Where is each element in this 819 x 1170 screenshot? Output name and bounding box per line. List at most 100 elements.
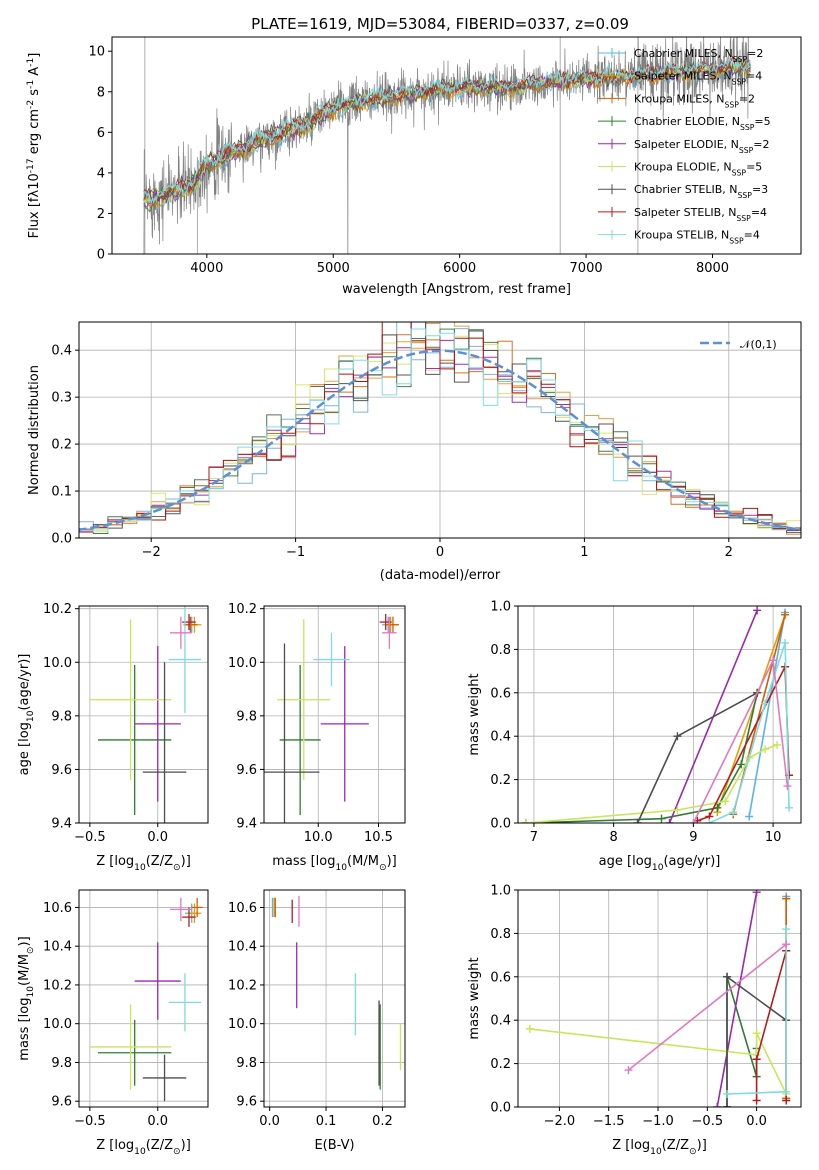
histogram-step-line	[79, 328, 801, 537]
y-tick-label: 10.2	[43, 602, 72, 617]
y-tick-label: 9.6	[51, 1095, 72, 1110]
legend: Chabrier MILES, NSSP=2 Salpeter MILES, NS…	[598, 47, 771, 245]
y-axis-label: age [log10(age/yr)]	[17, 654, 36, 776]
series-line	[716, 892, 758, 1107]
y-axis-label: mass [log10(M/M⊙)]	[17, 936, 36, 1060]
axes-frame	[517, 889, 802, 1108]
series-marker	[624, 1066, 633, 1075]
x-tick-label: 5000	[317, 261, 350, 276]
x-axis-label: mass [log10(M/M⊙)]	[272, 854, 396, 873]
model-spectrum-line	[143, 56, 751, 205]
y-tick-label: 0.0	[51, 532, 72, 547]
series-marker	[723, 1103, 732, 1107]
axes-frame	[263, 889, 406, 1108]
y-tick-label: 0.2	[490, 1057, 511, 1072]
x-tick-label: 9	[689, 830, 697, 845]
axes-frame	[517, 605, 802, 824]
series-marker	[752, 1055, 761, 1064]
series-marker	[773, 740, 782, 749]
y-tick-label: 9.6	[51, 763, 72, 778]
series-marker	[723, 972, 732, 981]
axes-frame	[263, 605, 406, 824]
series-line	[755, 950, 787, 1101]
series-marker	[753, 606, 762, 615]
legend-label: Chabrier ELODIE, NSSP=5	[634, 115, 771, 132]
y-tick-label: 0.6	[490, 970, 511, 985]
y-tick-label: 9.8	[236, 709, 257, 724]
series-marker	[745, 812, 754, 821]
series-marker	[713, 803, 722, 812]
x-axis-label: Z [log10(Z/Z⊙)]	[96, 854, 191, 873]
x-tick-label: −0.5	[74, 830, 106, 845]
series-line	[697, 666, 790, 822]
series-marker	[761, 699, 770, 708]
y-tick-label: 0.2	[51, 438, 72, 453]
x-tick-label: 7	[530, 830, 538, 845]
x-axis-label: (data-model)/error	[380, 568, 501, 583]
x-tick-label: 0.0	[259, 1114, 280, 1129]
grid-lines	[79, 606, 208, 824]
y-tick-label: 10.4	[43, 940, 72, 955]
normal-distribution-curve	[79, 349, 801, 532]
plot-area	[525, 890, 791, 1107]
y-tick-label: 8	[97, 85, 105, 100]
plot-area	[143, 37, 751, 254]
chart-title: PLATE=1619, MJD=53084, FIBERID=0337, z=0…	[251, 15, 629, 33]
series-line	[708, 642, 790, 823]
x-tick-label: 4000	[190, 261, 223, 276]
series-marker	[781, 610, 790, 619]
y-tick-label: 0.4	[490, 1014, 511, 1029]
x-tick-label: 10.0	[304, 830, 333, 845]
plot-area	[521, 606, 794, 823]
x-axis-label: Z [log10(Z/Z⊙)]	[612, 1138, 707, 1157]
legend-label: Salpeter ELODIE, NSSP=2	[634, 138, 770, 155]
y-tick-label: 9.4	[236, 817, 257, 832]
x-axis-label: E(B-V)	[314, 1138, 354, 1153]
plot-area	[79, 322, 801, 537]
y-tick-label: 9.6	[236, 1095, 257, 1110]
grid-lines	[264, 890, 405, 1107]
series-marker	[785, 803, 794, 812]
y-tick-label: 0.8	[490, 927, 511, 942]
y-tick-label: 10.6	[43, 901, 72, 916]
y-tick-label: 2	[97, 207, 105, 222]
y-tick-label: 10.2	[43, 978, 72, 993]
y-tick-label: 10.0	[228, 1017, 257, 1032]
series-marker	[782, 1087, 791, 1096]
legend-label: Salpeter MILES, NSSP=4	[634, 70, 762, 87]
x-tick-label: −1	[286, 545, 305, 560]
x-tick-label: 0.1	[316, 1114, 337, 1129]
y-tick-label: 10.4	[228, 940, 257, 955]
y-axis-label: mass weight	[467, 673, 482, 755]
y-axis-label: mass weight	[467, 957, 482, 1039]
y-tick-label: 10.2	[228, 602, 257, 617]
x-tick-label: −0.5	[692, 1114, 724, 1129]
plot-area	[89, 897, 203, 1102]
series-line	[627, 943, 787, 1071]
legend-label: Kroupa STELIB, NSSP=4	[634, 229, 760, 246]
x-tick-label: 6000	[443, 261, 476, 276]
series-marker	[521, 819, 530, 823]
mass-vs-ebv-panel: 0.0 0.1 0.2 9.6 9.8 10.0 10.2 10.4 10.6 E(B-V)	[228, 889, 406, 1153]
series-marker	[705, 819, 714, 823]
x-tick-label: −2	[142, 545, 161, 560]
series-marker	[721, 797, 730, 806]
y-tick-label: 10.6	[228, 901, 257, 916]
x-tick-label: 0.0	[147, 1114, 168, 1129]
massweight-vs-metallicity-panel: −2.0 −1.5 −1.0 −0.5 0.0 0.0 0.2 0.4 0.6 0.8 1.0 Z […	[467, 884, 802, 1157]
axes-frame	[111, 36, 802, 255]
x-tick-label: 8000	[696, 261, 729, 276]
x-tick-label: 8	[610, 830, 618, 845]
series-marker	[769, 656, 778, 665]
y-axis-label: Normed distribution	[27, 365, 42, 495]
legend-label: Salpeter STELIB, NSSP=4	[634, 206, 767, 223]
y-tick-label: 0.0	[490, 1101, 511, 1116]
series-marker	[729, 808, 738, 817]
series-marker	[752, 1029, 761, 1038]
series-marker	[633, 819, 642, 823]
series-line	[726, 976, 758, 1107]
x-tick-label: 10	[765, 830, 782, 845]
x-tick-label: 0.0	[746, 1114, 767, 1129]
legend-label: Kroupa ELODIE, NSSP=5	[634, 161, 762, 178]
y-tick-label: 10.0	[43, 656, 72, 671]
